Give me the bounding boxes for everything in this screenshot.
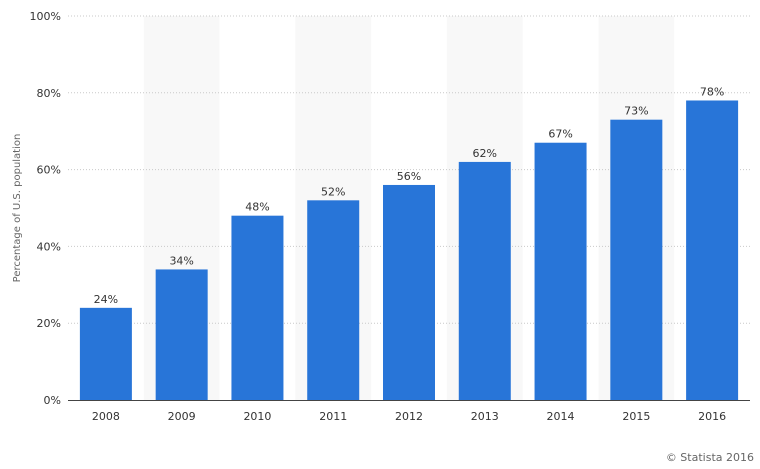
- y-tick-label: 20%: [37, 317, 61, 330]
- y-tick-label: 60%: [37, 164, 61, 177]
- y-tick-label: 0%: [44, 394, 61, 407]
- x-tick-label: 2009: [168, 410, 196, 423]
- x-tick-label: 2013: [471, 410, 499, 423]
- x-tick-label: 2015: [622, 410, 650, 423]
- x-tick-label: 2008: [92, 410, 120, 423]
- bar[interactable]: [231, 215, 284, 400]
- bars: [79, 100, 739, 401]
- value-labels: 24% 34% 48% 52% 56% 62% 67% 73% 78%: [94, 85, 725, 305]
- x-tick-label: 2014: [547, 410, 575, 423]
- x-tick-label: 2012: [395, 410, 423, 423]
- bar-value-label: 56%: [397, 170, 421, 183]
- bar[interactable]: [610, 119, 663, 401]
- x-tick-label: 2011: [319, 410, 347, 423]
- bar-value-label: 48%: [245, 201, 269, 214]
- bar-value-label: 62%: [473, 147, 497, 160]
- x-tick-labels: 2008 2009 2010 2011 2012 2013 2014 2015 2016: [92, 410, 726, 423]
- bar-value-label: 73%: [624, 105, 648, 118]
- x-tick-label: 2010: [243, 410, 271, 423]
- bar[interactable]: [534, 142, 587, 400]
- y-tick-label: 100%: [30, 10, 61, 23]
- y-tick-label: 80%: [37, 87, 61, 100]
- bar-value-label: 78%: [700, 85, 724, 98]
- bar[interactable]: [307, 200, 360, 400]
- bar[interactable]: [155, 269, 208, 400]
- source-credit[interactable]: © Statista 2016: [665, 451, 754, 464]
- bar[interactable]: [79, 307, 132, 400]
- y-tick-labels: 0% 20% 40% 60% 80% 100%: [30, 10, 61, 407]
- y-tick-label: 40%: [37, 240, 61, 253]
- bar-value-label: 24%: [94, 293, 118, 306]
- bar-value-label: 67%: [548, 128, 572, 141]
- bar[interactable]: [383, 184, 435, 400]
- bar-value-label: 34%: [169, 254, 193, 267]
- y-axis-title: Percentage of U.S. population: [12, 134, 23, 283]
- x-tick-label: 2016: [698, 410, 726, 423]
- bar[interactable]: [458, 161, 511, 400]
- bar-value-label: 52%: [321, 185, 345, 198]
- bar[interactable]: [686, 100, 739, 400]
